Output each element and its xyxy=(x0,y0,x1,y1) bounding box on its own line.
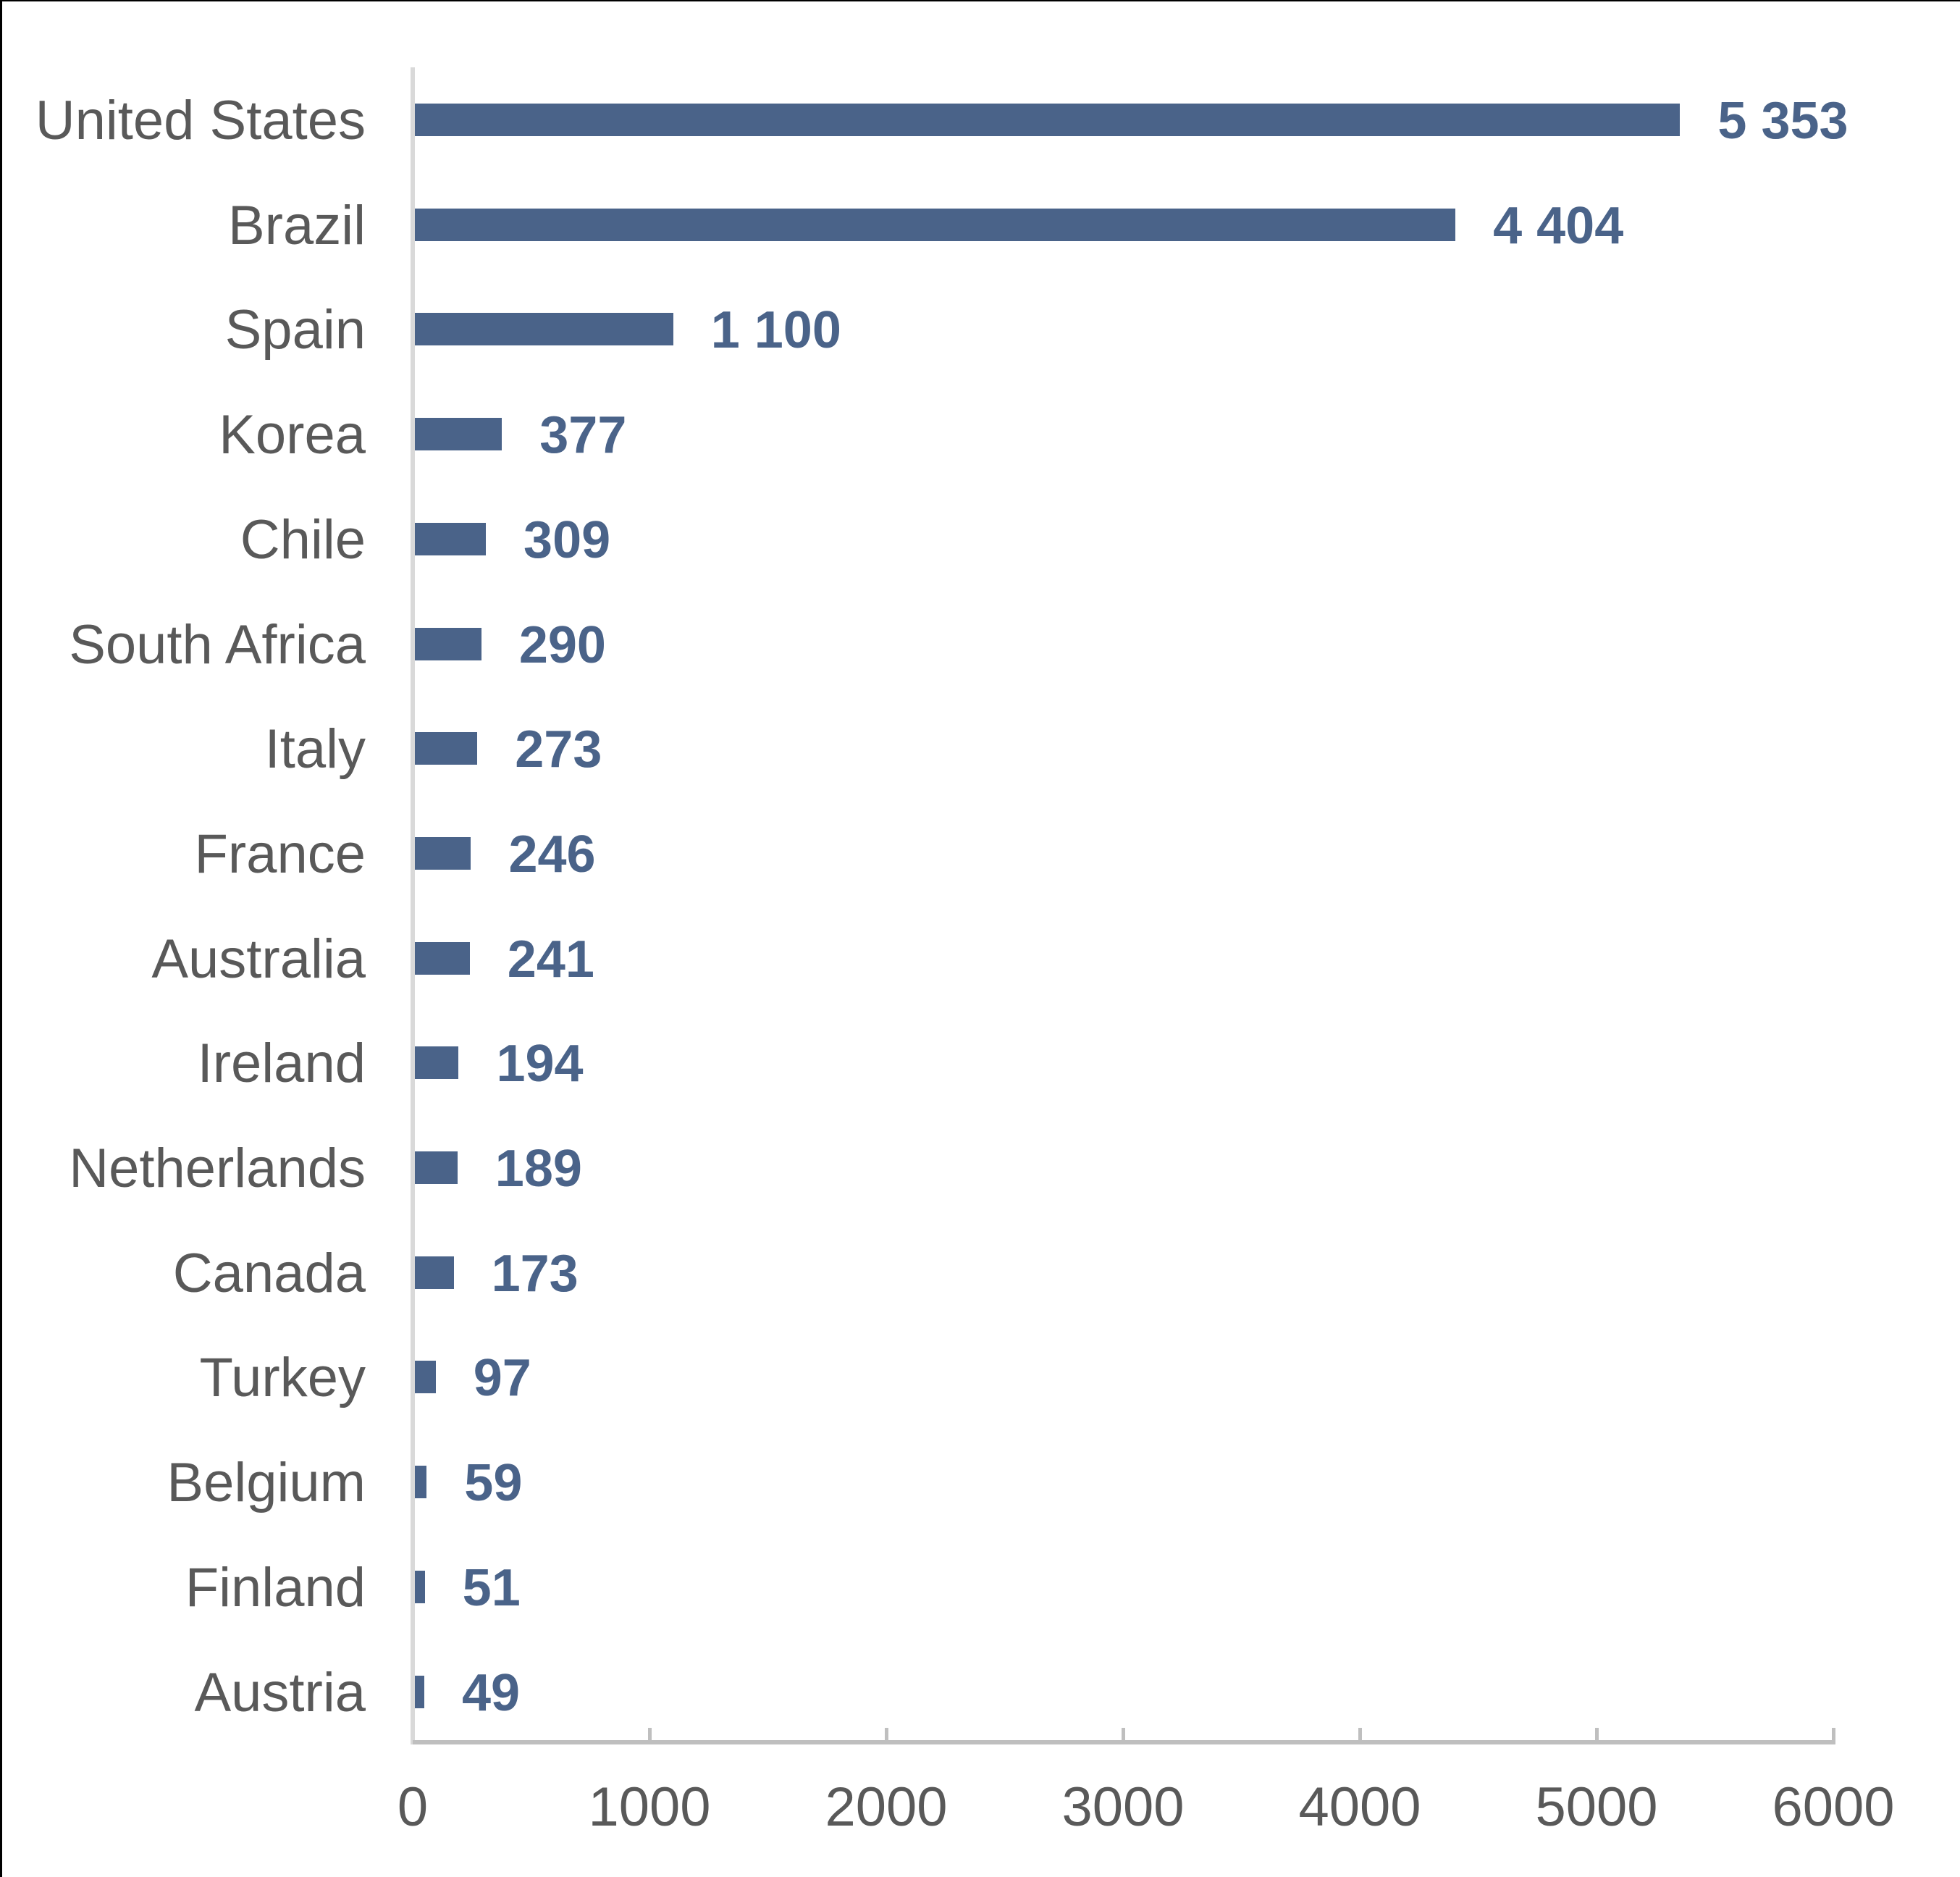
bar xyxy=(415,418,502,451)
bar xyxy=(415,941,470,975)
bar xyxy=(415,1570,425,1603)
category-label: Turkey xyxy=(199,1347,366,1409)
x-axis-tick-label: 0 xyxy=(397,1776,429,1838)
value-label: 173 xyxy=(491,1244,579,1303)
x-axis-tick xyxy=(1832,1728,1835,1742)
value-label: 241 xyxy=(507,930,594,988)
category-label: Australia xyxy=(151,928,366,990)
bar xyxy=(415,732,478,765)
category-label: Canada xyxy=(172,1242,366,1304)
value-label: 4 404 xyxy=(1493,196,1624,255)
value-label: 246 xyxy=(508,825,596,883)
category-label: Finland xyxy=(185,1556,366,1618)
value-label: 51 xyxy=(462,1558,521,1617)
x-axis-tick xyxy=(1595,1728,1599,1742)
category-label: Chile xyxy=(240,508,366,571)
x-axis-line xyxy=(413,1740,1835,1744)
value-label: 1 100 xyxy=(710,301,841,360)
bar xyxy=(415,627,481,660)
category-label: South Africa xyxy=(69,613,366,676)
bar xyxy=(415,522,487,555)
value-label: 49 xyxy=(462,1663,521,1722)
x-axis-tick xyxy=(885,1728,888,1742)
value-label: 194 xyxy=(496,1035,584,1093)
category-label: Ireland xyxy=(197,1033,366,1095)
bar xyxy=(415,1256,454,1289)
category-label: Netherlands xyxy=(69,1138,366,1199)
bar xyxy=(415,1361,436,1394)
bar xyxy=(415,1046,459,1080)
x-axis-tick-label: 3000 xyxy=(1061,1776,1185,1838)
category-label: Belgium xyxy=(167,1452,366,1514)
value-label: 377 xyxy=(539,406,627,465)
x-axis-tick-label: 4000 xyxy=(1298,1776,1421,1838)
value-label: 189 xyxy=(495,1140,582,1198)
x-axis-tick-label: 1000 xyxy=(588,1776,711,1838)
bar xyxy=(415,104,1681,136)
category-label: Brazil xyxy=(227,194,366,256)
x-axis-tick-label: 2000 xyxy=(825,1776,948,1838)
bar xyxy=(415,208,1456,241)
bar xyxy=(415,836,471,870)
value-label: 273 xyxy=(515,721,602,779)
value-label: 309 xyxy=(523,511,611,569)
category-label: Spain xyxy=(224,299,366,361)
value-label: 290 xyxy=(518,616,606,674)
category-label: Italy xyxy=(264,718,366,781)
x-axis-tick xyxy=(1122,1728,1125,1742)
value-label: 97 xyxy=(473,1349,531,1408)
category-label: France xyxy=(194,823,366,885)
category-label: United States xyxy=(35,90,366,151)
y-axis-line xyxy=(411,67,415,1744)
x-axis-tick-label: 6000 xyxy=(1772,1776,1895,1838)
category-label: Austria xyxy=(194,1661,366,1723)
bar xyxy=(415,313,673,346)
value-label: 5 353 xyxy=(1717,92,1848,150)
value-label: 59 xyxy=(464,1454,523,1513)
bar xyxy=(415,1466,427,1499)
x-axis-tick xyxy=(1358,1728,1362,1742)
category-label: Korea xyxy=(219,404,366,466)
x-axis-tick-label: 5000 xyxy=(1535,1776,1658,1838)
x-axis-tick xyxy=(648,1728,652,1742)
bar xyxy=(415,1151,458,1184)
bar xyxy=(415,1675,425,1708)
